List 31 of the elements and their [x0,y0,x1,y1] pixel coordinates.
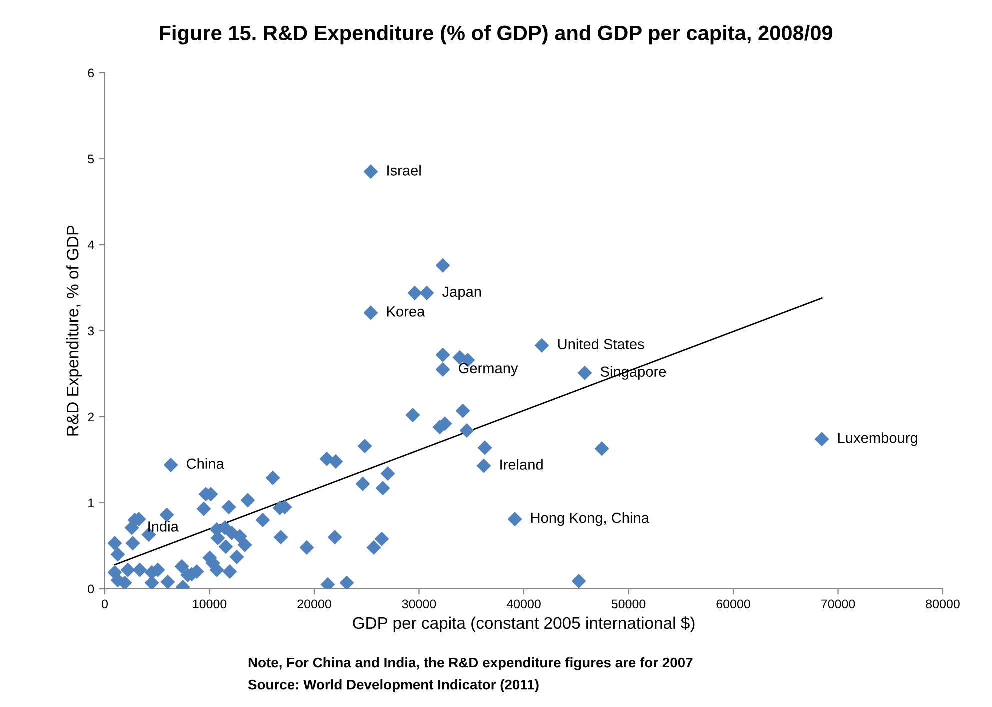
annotation: China [187,458,224,470]
x-tick-label: 30000 [402,600,436,609]
x-axis-title: GDP per capita (constant 2005 international $) [353,616,695,632]
x-tick-label: 40000 [506,600,541,609]
annotation: Ireland [500,459,543,470]
x-tick-label: 80000 [926,600,960,609]
y-tick-label: 1 [88,498,94,508]
annotation: Korea [387,306,426,317]
source-note: Source: World Development Indicator (2011) [248,680,539,692]
annotation: India [148,521,179,532]
annotation: Luxembourg [838,432,918,446]
x-tick-label: 0 [102,600,108,609]
x-tick-label: 20000 [298,600,332,609]
y-tick-label: 2 [88,412,94,422]
y-tick-label: 5 [88,154,94,164]
x-tick-label: 50000 [612,600,646,609]
chart-title: Figure 15. R&D Expenditure (% of GDP) and GDP per capita, 2008/09 [160,25,833,45]
annotation: Israel [388,165,421,176]
x-tick-label: 10000 [193,600,227,609]
x-tick-label: 70000 [822,600,856,609]
x-tick-label: 60000 [716,600,750,609]
annotation: Germany [459,363,518,376]
y-tick-label: 0 [88,584,94,594]
y-tick-label: 4 [88,240,94,250]
y-tick-label: 6 [88,68,94,78]
annotation: Hong Kong, China [531,512,650,526]
y-axis-title: R&D Expenditure, % of GDP [66,226,82,436]
annotation: Japan [442,286,482,300]
annotation: United States [558,338,644,350]
y-tick-label: 3 [88,326,94,336]
text: Note, For China and India, the R&D expenditure figures are for 2007 [248,657,693,671]
